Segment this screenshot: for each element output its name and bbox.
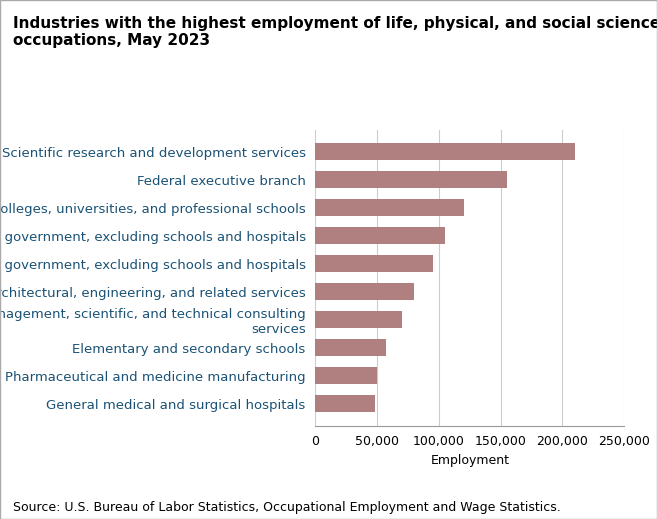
Bar <box>315 311 402 328</box>
Bar <box>315 255 433 272</box>
Bar <box>315 199 464 216</box>
Bar <box>315 367 377 384</box>
X-axis label: Employment: Employment <box>430 454 509 467</box>
Bar <box>315 227 445 244</box>
Bar <box>315 171 507 188</box>
Bar <box>315 339 386 356</box>
Bar <box>315 283 414 300</box>
Bar <box>315 143 575 160</box>
Bar <box>315 395 374 412</box>
Text: Industries with the highest employment of life, physical, and social science
occ: Industries with the highest employment o… <box>13 16 657 48</box>
Text: Source: U.S. Bureau of Labor Statistics, Occupational Employment and Wage Statis: Source: U.S. Bureau of Labor Statistics,… <box>13 501 561 514</box>
